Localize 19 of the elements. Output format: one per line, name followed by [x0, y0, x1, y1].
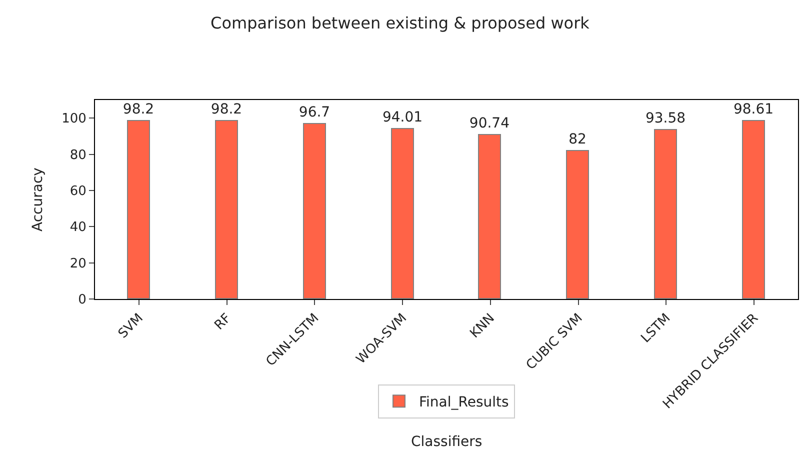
x-tick-label: RF: [212, 310, 234, 334]
y-tick-label: 40: [70, 220, 86, 236]
chart-title: Comparison between existing & proposed work: [210, 14, 590, 33]
data-label: 98.2: [122, 102, 154, 118]
x-axis-title: Classifiers: [411, 434, 482, 450]
data-label: 93.58: [645, 110, 686, 126]
data-label: 90.74: [469, 116, 510, 132]
y-tick-label: 60: [70, 184, 86, 199]
y-tick-label: 20: [70, 256, 86, 272]
y-tick-label: 100: [62, 112, 86, 127]
legend-label: Final_Results: [419, 394, 509, 411]
data-label: 94.01: [382, 110, 423, 126]
data-label: 82: [568, 132, 586, 148]
y-tick-label: 80: [70, 148, 86, 163]
y-tick-label: 0: [78, 292, 86, 308]
data-label: 98.2: [210, 102, 242, 118]
data-label: 96.7: [298, 104, 330, 120]
y-axis-title: Accuracy: [30, 168, 46, 232]
data-label: 98.61: [733, 102, 774, 118]
